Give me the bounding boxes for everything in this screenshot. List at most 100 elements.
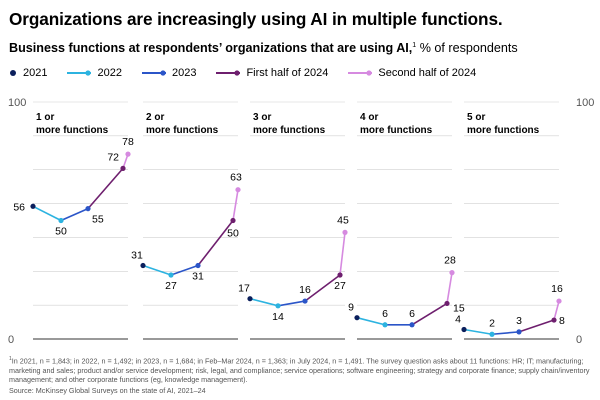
- data-point: [489, 331, 495, 337]
- source-note: Source: McKinsey Global Surveys on the s…: [9, 386, 206, 395]
- data-point: [354, 315, 360, 321]
- series-segment: [249, 297, 279, 307]
- data-label: 14: [272, 311, 284, 323]
- y-tick-label-right: 100: [576, 97, 594, 109]
- data-label: 27: [334, 280, 346, 292]
- legend-swatch: [348, 70, 373, 76]
- footnote-text: In 2021, n = 1,843; in 2022, n = 1,492; …: [9, 356, 590, 385]
- data-label: 31: [131, 250, 143, 262]
- legend-entry: Second half of 2024: [348, 67, 476, 79]
- data-point: [85, 206, 91, 212]
- footnote-ref: 1: [412, 41, 417, 49]
- data-label: 2: [489, 317, 495, 329]
- data-label: 63: [230, 172, 242, 184]
- data-label: 3: [516, 315, 522, 327]
- chart-panel: 3 or more functions 17 14 16 27 45: [238, 101, 349, 340]
- data-point: [120, 165, 126, 171]
- data-label: 16: [551, 283, 563, 295]
- subtitle-unit: % of respondents: [416, 41, 518, 55]
- data-point: [140, 262, 146, 269]
- panel-label: 5 or more functions: [467, 112, 540, 136]
- series-segment: [87, 167, 124, 210]
- chart-title: Organizations are increasingly using AI …: [9, 9, 503, 29]
- series-segment: [518, 319, 555, 333]
- y-tick-label-right: 0: [576, 334, 582, 346]
- data-label: 16: [299, 284, 311, 296]
- series-segment: [32, 205, 62, 222]
- data-point: [461, 326, 467, 333]
- data-point: [58, 217, 64, 224]
- legend-entry: 2022: [67, 67, 122, 79]
- series-segment: [339, 232, 346, 276]
- data-label: 50: [55, 226, 67, 238]
- data-point: [444, 300, 450, 307]
- chart-panel: 4 or more functions 9 6 6 15 28: [348, 101, 465, 340]
- series-segment: [491, 331, 520, 336]
- data-label: 55: [92, 214, 104, 226]
- data-label: 28: [444, 255, 456, 267]
- subtitle-text: Business functions at respondents’ organ…: [9, 41, 413, 55]
- data-point: [235, 187, 241, 193]
- data-label: 31: [192, 271, 204, 283]
- series-segment: [142, 264, 172, 276]
- panel-label: 4 or more functions: [360, 112, 433, 136]
- data-label: 50: [227, 228, 239, 240]
- data-point: [556, 298, 562, 304]
- data-point: [302, 298, 308, 304]
- series-segment: [463, 328, 493, 336]
- legend-entry: 2021: [9, 67, 47, 79]
- panel-label: 1 or more functions: [36, 112, 109, 136]
- chart-panel: 2 or more functions 31 27 31 50 63: [131, 101, 242, 340]
- data-label: 72: [107, 151, 119, 163]
- legend: 2021 2022 2023 First half of 2024 Second hal…: [9, 66, 496, 80]
- data-label: 56: [13, 201, 25, 213]
- chart-panel: 5 or more functions 4 2 3 8 16: [455, 101, 565, 340]
- legend-swatch: [67, 70, 92, 76]
- legend-label: Second half of 2024: [378, 67, 477, 79]
- data-label: 4: [455, 314, 461, 326]
- data-point: [247, 296, 253, 302]
- data-point: [409, 322, 415, 328]
- data-label: 45: [337, 214, 349, 226]
- series-segment: [356, 316, 386, 326]
- series-segment: [170, 264, 199, 276]
- series-segment: [232, 189, 239, 221]
- data-label: 6: [409, 308, 415, 320]
- data-point: [382, 322, 388, 328]
- legend-label: 2021: [23, 67, 48, 79]
- legend-label: 2022: [97, 67, 122, 79]
- legend-swatch: [216, 70, 241, 76]
- series-segment: [304, 274, 341, 302]
- data-label: 15: [453, 302, 465, 314]
- data-point: [195, 262, 201, 269]
- data-point: [30, 203, 36, 209]
- data-point: [275, 303, 281, 309]
- data-label: 17: [238, 283, 250, 295]
- data-label: 9: [348, 302, 354, 314]
- series-segment: [277, 300, 306, 307]
- data-label: 27: [165, 280, 177, 292]
- legend-entry: First half of 2024: [216, 67, 328, 79]
- series-segment: [553, 300, 560, 321]
- footnote: 1In 2021, n = 1,843; in 2022, n = 1,492;…: [9, 355, 595, 385]
- data-point: [230, 217, 236, 224]
- data-point: [337, 272, 343, 278]
- data-label: 6: [382, 308, 388, 320]
- panel-label: 3 or more functions: [253, 112, 326, 136]
- data-label: 8: [559, 315, 565, 327]
- data-point: [516, 329, 522, 335]
- series-segment: [411, 302, 448, 326]
- data-point: [551, 317, 557, 323]
- data-label: 78: [122, 136, 134, 148]
- data-point: [449, 270, 455, 276]
- y-tick-label: 100: [8, 97, 26, 109]
- data-point: [342, 229, 348, 235]
- y-tick-label: 0: [8, 334, 14, 346]
- chart-subtitle: Business functions at respondents’ organ…: [9, 41, 594, 55]
- footnote-marker: 1: [9, 356, 12, 362]
- series-segment: [60, 207, 89, 222]
- legend-swatch: [10, 70, 16, 76]
- legend-label: 2023: [171, 67, 197, 79]
